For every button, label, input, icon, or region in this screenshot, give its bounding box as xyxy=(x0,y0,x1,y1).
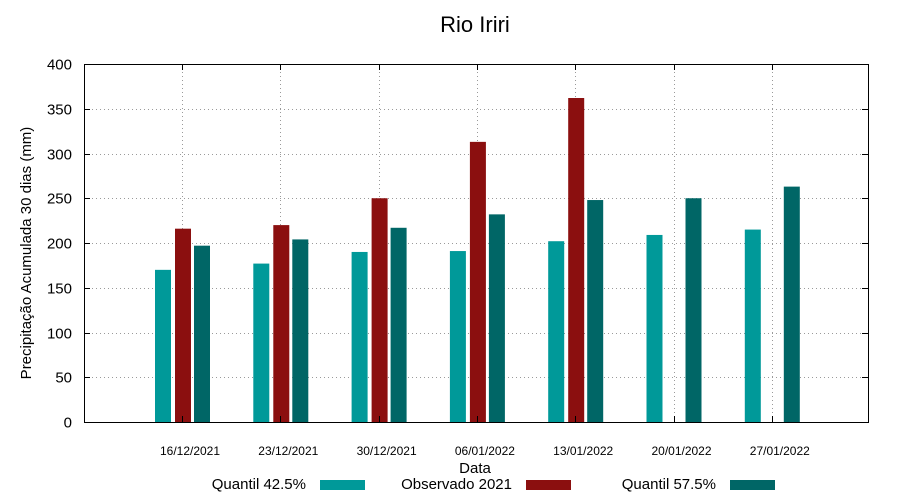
x-tick-label: 23/12/2021 xyxy=(258,444,318,458)
bar xyxy=(194,245,210,422)
bars xyxy=(155,98,800,423)
bar xyxy=(351,251,368,422)
legend-swatch xyxy=(730,480,775,490)
y-tick-label: 350 xyxy=(47,102,72,119)
y-tick-label: 0 xyxy=(64,415,72,432)
bar xyxy=(390,227,407,422)
legend-swatch xyxy=(526,480,571,490)
y-tick-label: 250 xyxy=(47,191,72,208)
y-tick-label: 150 xyxy=(47,281,72,298)
bar xyxy=(548,241,565,422)
bar xyxy=(469,141,486,423)
x-tick-label: 20/01/2022 xyxy=(651,444,711,458)
bar xyxy=(449,251,466,422)
legend: Quantil 42.5% Observado 2021 Quantil 57.5% xyxy=(212,476,775,493)
legend-label: Quantil 57.5% xyxy=(622,476,716,493)
bar xyxy=(646,234,663,422)
y-tick-label: 50 xyxy=(55,370,72,387)
chart-title: Rio Iriri xyxy=(440,12,510,37)
y-tick-label: 100 xyxy=(47,326,72,343)
x-tick-label: 27/01/2022 xyxy=(750,444,810,458)
axis-ticks xyxy=(84,64,868,423)
bar xyxy=(685,198,702,422)
y-axis-label: Precipitação Acumulada 30 dias (mm) xyxy=(18,127,35,380)
x-tick-label: 30/12/2021 xyxy=(357,444,417,458)
x-tick-label: 13/01/2022 xyxy=(553,444,613,458)
bar xyxy=(253,263,270,422)
legend-label: Observado 2021 xyxy=(401,476,512,493)
bar xyxy=(155,269,171,422)
bar xyxy=(292,239,309,422)
bar xyxy=(488,214,505,422)
y-tick-label: 300 xyxy=(47,147,72,164)
x-tick-label: 16/12/2021 xyxy=(160,444,220,458)
y-tick-label: 400 xyxy=(47,57,72,74)
bar xyxy=(783,186,800,422)
x-axis-label: Data xyxy=(459,460,491,477)
y-tick-label: 200 xyxy=(47,236,72,253)
bar xyxy=(587,200,604,422)
y-tick-labels: 0 50 100 150 200 250 300 350 400 xyxy=(47,57,72,432)
legend-swatch xyxy=(320,480,365,490)
x-tick-label: 06/01/2022 xyxy=(455,444,515,458)
bar xyxy=(568,98,585,422)
bar xyxy=(744,229,761,422)
bar xyxy=(371,198,388,422)
x-tick-labels: 16/12/2021 23/12/2021 30/12/2021 06/01/2022… xyxy=(160,444,810,458)
bar xyxy=(175,228,191,422)
bar xyxy=(273,225,290,422)
legend-label: Quantil 42.5% xyxy=(212,476,306,493)
